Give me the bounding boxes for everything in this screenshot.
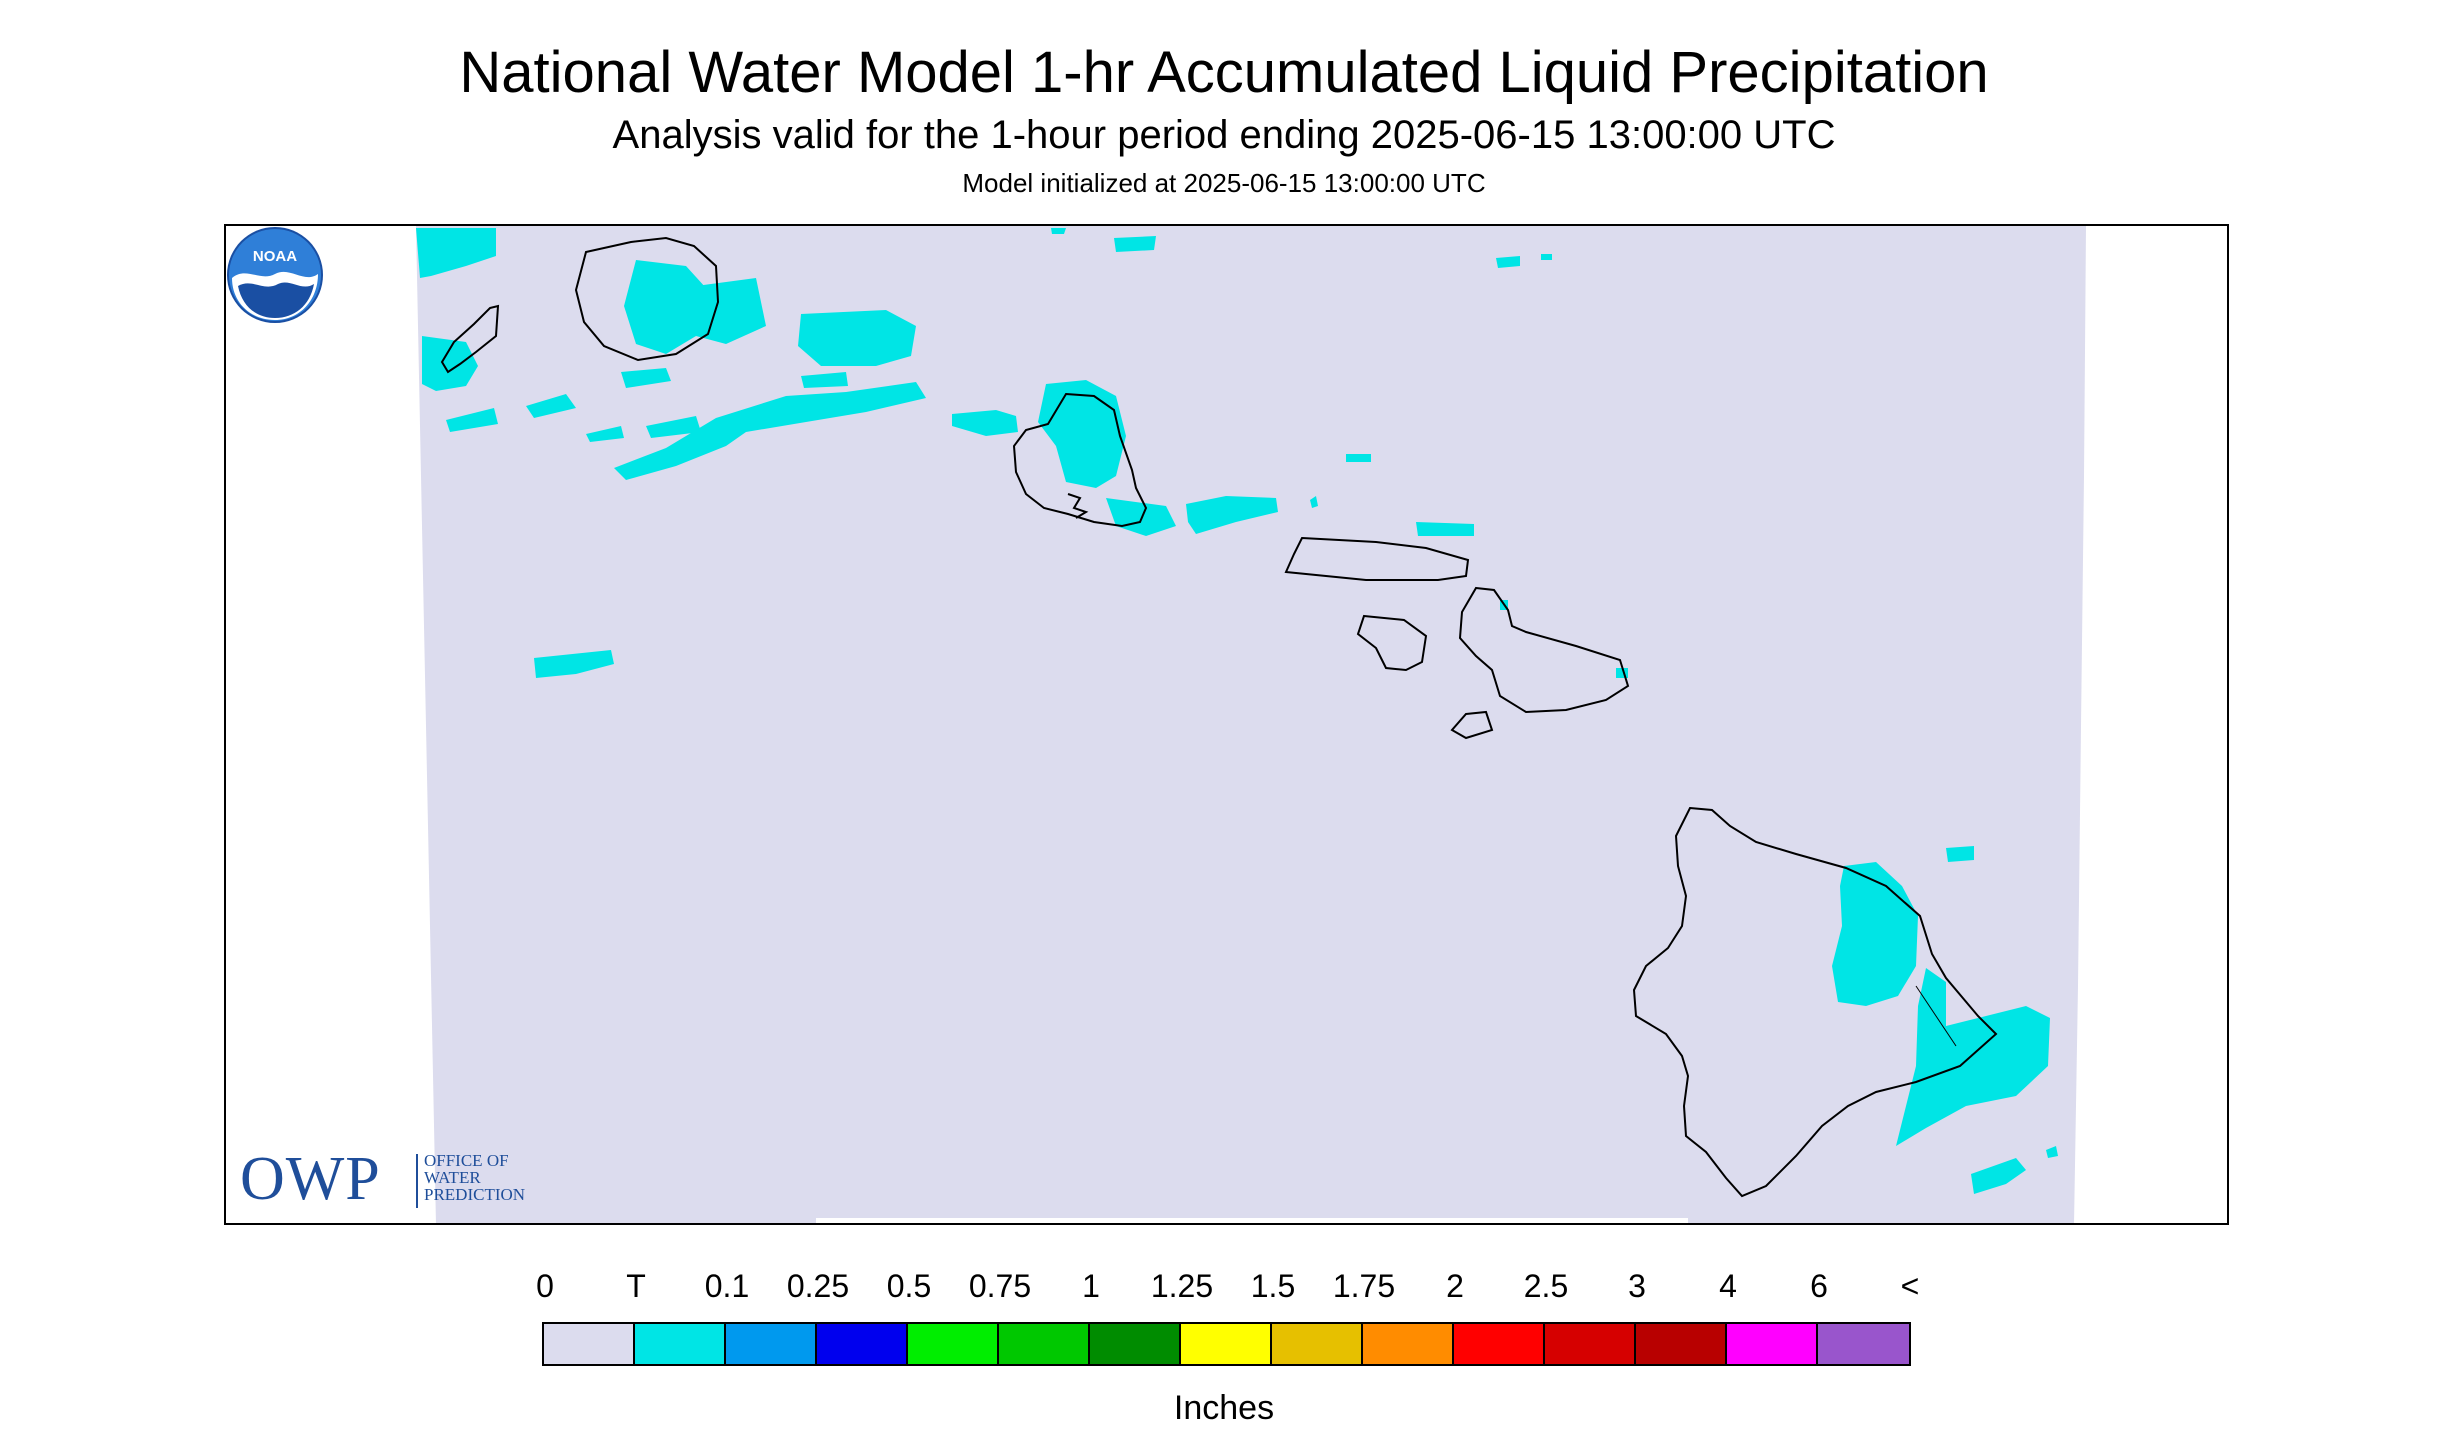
legend-tick-label: 0.75 [968,1268,1032,1304]
legend-swatch [908,1324,999,1364]
precip-area [952,410,1018,436]
map-panel: OWP OFFICE OF WATER PREDICTION NOAA [224,224,2229,1225]
precip-area [422,336,478,391]
island-hawaii [1632,806,1998,1198]
precip-area [2046,1146,2058,1158]
legend-swatch [1181,1324,1272,1364]
legend-swatch [1363,1324,1454,1364]
chart-title: National Water Model 1-hr Accumulated Li… [459,40,1989,105]
legend-tick-label: T [626,1268,646,1304]
precip-area [1114,236,1156,252]
noaa-logo-text: NOAA [253,248,297,265]
owp-logo-line: OFFICE OF [424,1151,509,1170]
legend-tick-label: 4 [1719,1268,1737,1304]
coastlines [440,236,1998,1198]
legend-swatch [1454,1324,1545,1364]
precip-area [624,260,706,354]
legend-swatch [1272,1324,1363,1364]
legend-tick-label: 6 [1810,1268,1828,1304]
chart-subtitle: Analysis valid for the 1-hour period end… [612,113,1836,157]
legend-tick-label: 0.5 [886,1268,932,1304]
precip-area [621,368,671,388]
precip-areas [416,228,2058,1194]
precip-area [1896,968,2050,1146]
legend-tick-label: 2.5 [1523,1268,1569,1304]
legend-tick-label: 2 [1446,1268,1464,1304]
precip-area [1416,522,1474,536]
precip-area [1832,862,1918,1006]
precip-area [416,228,496,278]
legend-swatch [1818,1324,1909,1364]
precip-area [1346,454,1371,462]
precip-area [798,310,916,366]
legend-swatch [1727,1324,1818,1364]
legend-swatch [635,1324,726,1364]
precip-area [646,416,701,438]
legend-swatch [817,1324,908,1364]
legend-swatch [726,1324,817,1364]
owp-logo-line: WATER [424,1168,481,1187]
precip-area [696,278,766,344]
legend-units: Inches [1173,1389,1275,1427]
legend-tick-label: 3 [1628,1268,1646,1304]
legend-tick-label: 0.25 [786,1268,850,1304]
legend-swatch [544,1324,635,1364]
legend-tick-label: 0 [536,1268,554,1304]
owp-logo-divider [416,1154,418,1208]
precip-area [534,650,614,678]
precip-area [1541,254,1552,260]
owp-logo-letters: OWP [240,1145,381,1213]
owp-logo-line: PREDICTION [424,1185,526,1204]
legend-tick-label: 1.5 [1250,1268,1296,1304]
precip-area [1971,1158,2026,1194]
precip-area [1946,846,1974,862]
precip-area [526,394,576,418]
precip-area [614,382,926,480]
legend-tick-label: 1.75 [1332,1268,1396,1304]
legend-tick-label: 1.25 [1150,1268,1214,1304]
island-molokai [1284,536,1470,581]
precipitation-map [416,226,2086,1223]
legend-swatch [1090,1324,1181,1364]
legend-labels: 0 T 0.1 0.25 0.5 0.75 1 1.25 1.5 1.75 2 2.5 3 4 6 < [0,1266,2448,1306]
precip-area [1051,228,1066,234]
model-init-line: Model initialized at 2025-06-15 13:00:00… [962,168,1486,198]
precip-area [586,426,624,442]
precip-area [446,408,498,432]
noaa-logo: NOAA [227,227,323,323]
legend-swatch [1545,1324,1636,1364]
island-kauai [574,236,720,362]
island-niihau [440,304,500,374]
legend-swatch [1636,1324,1727,1364]
legend-tick-label: 0.1 [704,1268,750,1304]
precip-area [1310,496,1318,508]
island-oahu [1012,392,1148,528]
model-domain [416,226,2086,1223]
island-hawaii-ridge [1915,985,1957,1047]
precip-area [801,372,848,388]
legend-swatch [999,1324,1090,1364]
island-maui [1458,586,1630,714]
legend-color-bar [542,1322,1911,1366]
island-kahoolawe [1450,710,1494,740]
owp-logo-text: OFFICE OF WATER PREDICTION [424,1152,525,1203]
precip-area [1496,256,1520,268]
island-lanai [1356,614,1428,672]
precip-area [1038,380,1126,488]
legend-tick-label: 1 [1082,1268,1100,1304]
legend-tick-label: < [1900,1268,1920,1304]
island-oahu-bay [1067,493,1089,519]
precip-area [1186,496,1278,534]
